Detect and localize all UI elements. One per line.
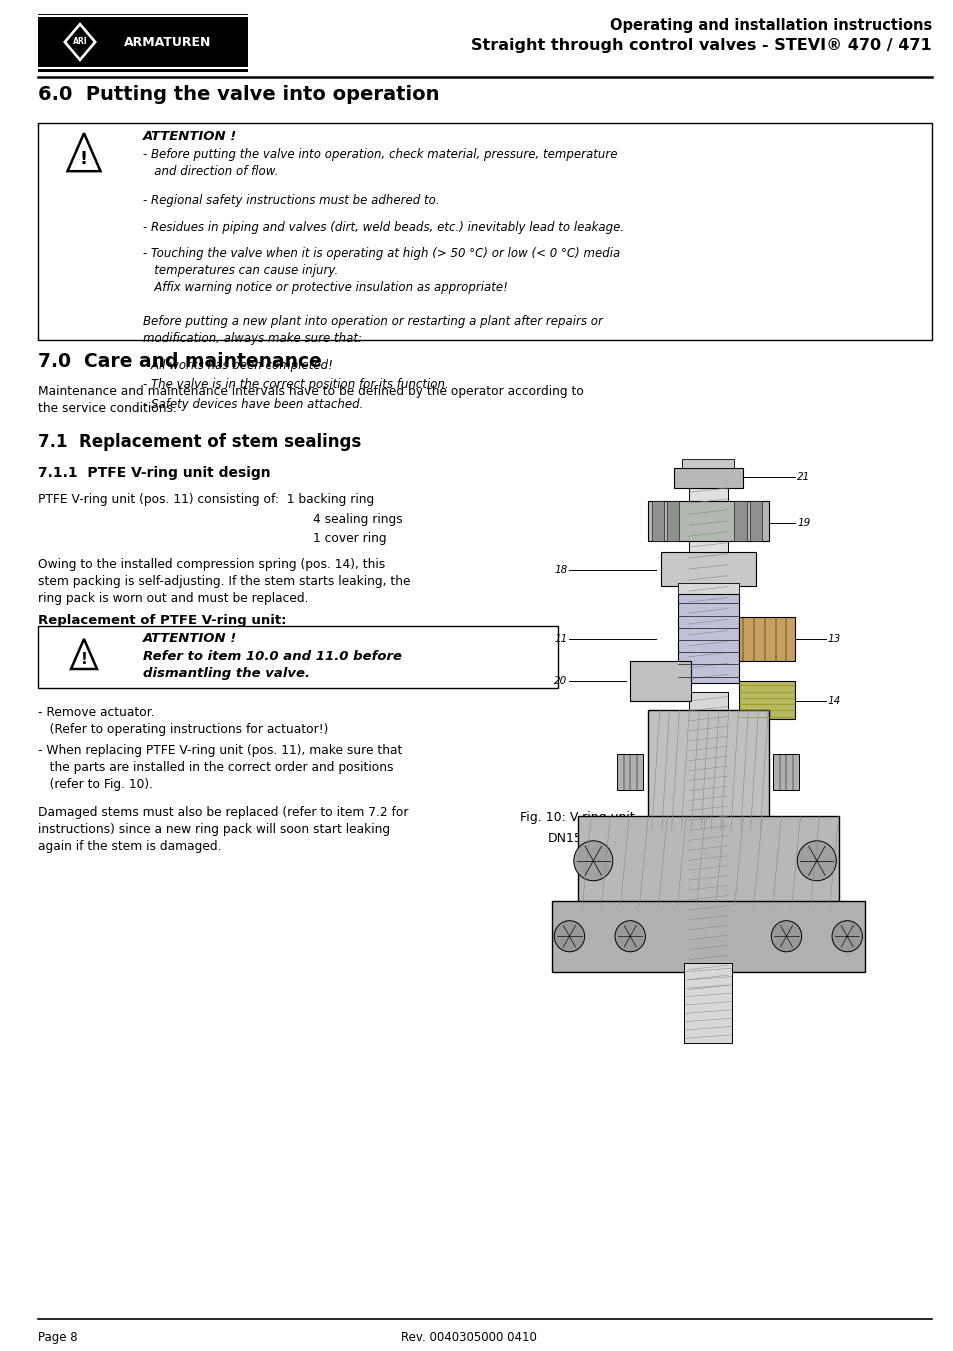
Text: Straight through control valves - STEVI® 470 / 471: Straight through control valves - STEVI®… xyxy=(471,38,931,53)
Bar xyxy=(773,754,799,790)
Polygon shape xyxy=(62,22,98,63)
FancyBboxPatch shape xyxy=(38,123,931,340)
Text: ATTENTION !: ATTENTION ! xyxy=(143,130,237,143)
Text: Replacement of PTFE V-ring unit:: Replacement of PTFE V-ring unit: xyxy=(38,613,286,627)
Bar xyxy=(734,501,746,542)
Text: 7.1.1  PTFE V-ring unit design: 7.1.1 PTFE V-ring unit design xyxy=(38,466,271,480)
Text: 1 cover ring: 1 cover ring xyxy=(313,532,386,544)
Bar xyxy=(647,709,768,830)
Text: - When replacing PTFE V-ring unit (pos. 11), make sure that
   the parts are ins: - When replacing PTFE V-ring unit (pos. … xyxy=(38,744,402,790)
FancyBboxPatch shape xyxy=(38,14,248,72)
Bar xyxy=(673,467,742,488)
Bar xyxy=(651,501,663,542)
Bar xyxy=(647,501,768,542)
Circle shape xyxy=(831,921,862,952)
Bar xyxy=(617,754,642,790)
Text: - Before putting the valve into operation, check material, pressure, temperature: - Before putting the valve into operatio… xyxy=(143,149,617,178)
Text: 7.0  Care and maintenance: 7.0 Care and maintenance xyxy=(38,353,321,372)
Circle shape xyxy=(770,921,801,952)
Text: 19: 19 xyxy=(797,519,810,528)
Text: - The valve is in the correct position for its function.: - The valve is in the correct position f… xyxy=(143,378,448,390)
FancyBboxPatch shape xyxy=(38,626,558,688)
Bar xyxy=(738,616,794,661)
Polygon shape xyxy=(68,134,100,172)
Text: DN15-150: DN15-150 xyxy=(547,832,611,844)
Circle shape xyxy=(554,921,584,952)
Circle shape xyxy=(797,840,836,881)
Text: - Residues in piping and valves (dirt, weld beads, etc.) inevitably lead to leak: - Residues in piping and valves (dirt, w… xyxy=(143,220,623,234)
Text: Fig. 10: V-ring unit: Fig. 10: V-ring unit xyxy=(519,811,634,824)
Text: 18: 18 xyxy=(554,565,567,576)
Text: 13: 13 xyxy=(827,634,841,644)
Text: 6.0  Putting the valve into operation: 6.0 Putting the valve into operation xyxy=(38,85,439,104)
Text: 7.1  Replacement of stem sealings: 7.1 Replacement of stem sealings xyxy=(38,434,361,451)
Bar xyxy=(552,901,863,971)
Text: Owing to the installed compression spring (pos. 14), this
stem packing is self-a: Owing to the installed compression sprin… xyxy=(38,558,410,605)
Text: !: ! xyxy=(80,653,88,667)
Bar xyxy=(688,692,727,994)
Circle shape xyxy=(573,840,612,881)
Text: !: ! xyxy=(80,150,88,168)
Text: PTFE V-ring unit (pos. 11) consisting of:  1 backing ring: PTFE V-ring unit (pos. 11) consisting of… xyxy=(38,493,374,507)
Text: Refer to item 10.0 and 11.0 before
dismantling the valve.: Refer to item 10.0 and 11.0 before disma… xyxy=(143,650,401,680)
Text: - All works has been completed!: - All works has been completed! xyxy=(143,358,333,372)
Circle shape xyxy=(615,921,645,952)
Text: ARMATUREN: ARMATUREN xyxy=(124,35,212,49)
Bar xyxy=(659,553,756,585)
Bar xyxy=(678,584,738,597)
Text: - Regional safety instructions must be adhered to.: - Regional safety instructions must be a… xyxy=(143,195,439,207)
Text: Maintenance and maintenance intervals have to be defined by the operator accordi: Maintenance and maintenance intervals ha… xyxy=(38,385,583,415)
Bar xyxy=(578,816,838,905)
Text: ATTENTION !: ATTENTION ! xyxy=(143,632,237,644)
Bar xyxy=(681,459,734,467)
Text: 14: 14 xyxy=(827,696,841,707)
Bar xyxy=(678,594,738,684)
Bar xyxy=(738,681,794,719)
Text: Before putting a new plant into operation or restarting a plant after repairs or: Before putting a new plant into operatio… xyxy=(143,315,602,345)
Text: Rev. 0040305000 0410: Rev. 0040305000 0410 xyxy=(400,1331,536,1344)
Text: Damaged stems must also be replaced (refer to item 7.2 for
instructions) since a: Damaged stems must also be replaced (ref… xyxy=(38,807,408,852)
Bar xyxy=(666,501,679,542)
Text: Operating and installation instructions: Operating and installation instructions xyxy=(609,18,931,32)
Text: 21: 21 xyxy=(797,471,810,482)
Text: ARI: ARI xyxy=(72,36,88,46)
Text: 11: 11 xyxy=(554,634,567,644)
Bar xyxy=(688,484,727,684)
Text: 4 sealing rings: 4 sealing rings xyxy=(313,512,402,526)
Polygon shape xyxy=(66,26,94,58)
Text: - Safety devices have been attached.: - Safety devices have been attached. xyxy=(143,397,363,411)
Text: 20: 20 xyxy=(554,676,567,686)
Bar xyxy=(749,501,760,542)
Bar xyxy=(683,963,732,1043)
Text: - Touching the valve when it is operating at high (> 50 °C) or low (< 0 °C) medi: - Touching the valve when it is operatin… xyxy=(143,247,619,295)
Polygon shape xyxy=(71,639,97,669)
Bar xyxy=(630,661,690,701)
Text: - Remove actuator.
   (Refer to operating instructions for actuator!): - Remove actuator. (Refer to operating i… xyxy=(38,707,328,736)
Text: Page 8: Page 8 xyxy=(38,1331,77,1344)
